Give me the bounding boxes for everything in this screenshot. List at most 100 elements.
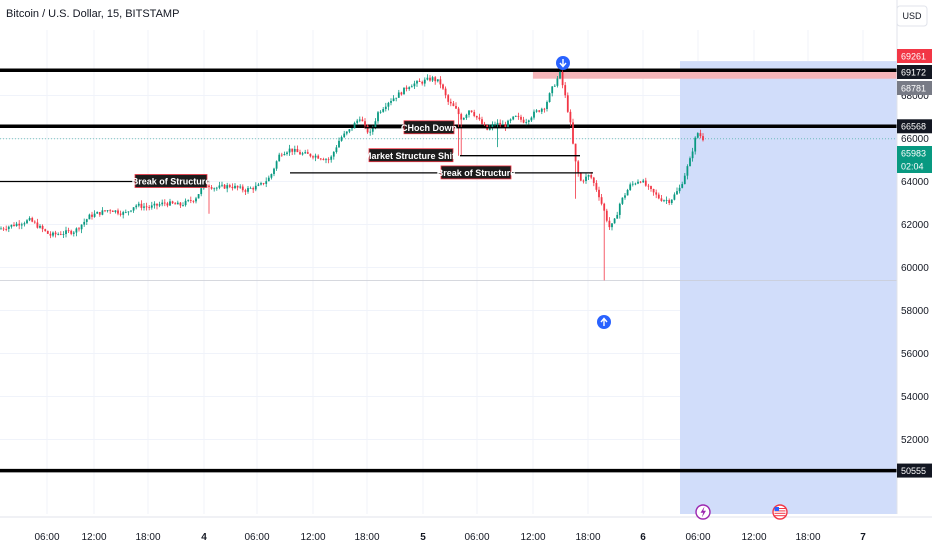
candle	[509, 118, 512, 124]
candle	[361, 116, 364, 122]
price-label-0[interactable]: 69261	[897, 49, 932, 63]
signals[interactable]	[556, 56, 611, 329]
candle	[109, 209, 112, 214]
event-icons[interactable]	[695, 504, 788, 520]
candle	[499, 119, 502, 128]
candle	[260, 181, 262, 186]
candle	[78, 227, 80, 232]
candle	[288, 144, 291, 156]
candle	[647, 183, 650, 190]
price-axis[interactable]: 52000 54000 56000 58000 60000 62000 64000 66000…	[896, 0, 932, 514]
candle	[353, 121, 356, 129]
candle	[483, 121, 486, 127]
price-label-1[interactable]: 69172	[897, 65, 932, 79]
annotations[interactable]: Break of Structure CHoch Down Market Struc…	[0, 120, 593, 188]
candle	[72, 230, 75, 237]
x-tick-12: 06:00	[685, 532, 710, 543]
price-label-3[interactable]: 66568	[897, 119, 932, 134]
candle	[83, 218, 86, 227]
price-label-2[interactable]: 68781	[897, 81, 932, 95]
candle	[332, 151, 335, 160]
candle	[366, 124, 369, 134]
candle	[592, 176, 595, 187]
candle	[101, 207, 104, 216]
candle	[611, 223, 613, 231]
candle	[530, 116, 533, 123]
candle	[501, 120, 504, 126]
candle	[504, 121, 507, 131]
x-tick-3: 4	[201, 532, 207, 543]
candle	[104, 210, 106, 213]
candle	[691, 147, 694, 162]
candle	[187, 199, 190, 203]
candle	[124, 209, 127, 214]
candle	[44, 228, 47, 232]
candle	[408, 86, 411, 91]
candle	[699, 129, 702, 139]
candle	[377, 110, 379, 124]
candle	[603, 202, 606, 281]
candle	[452, 101, 455, 107]
candle	[379, 110, 382, 114]
price-label-4[interactable]: 65983	[897, 146, 932, 160]
price-label-5[interactable]: 02:04	[897, 159, 932, 173]
price-label-6[interactable]: 50555	[897, 463, 932, 478]
y-tick-6: 64000	[901, 177, 929, 188]
price-label-text-3: 66568	[901, 122, 926, 132]
candle	[275, 160, 278, 171]
candle	[10, 224, 13, 229]
annotation-0[interactable]: Break of Structure	[0, 174, 210, 188]
annotation-2[interactable]: Market Structure Shift	[364, 148, 580, 163]
candle	[41, 224, 44, 233]
candle	[122, 210, 125, 219]
candle	[18, 220, 21, 230]
price-label-text-6: 50555	[901, 466, 926, 476]
candle	[7, 225, 10, 233]
candle	[218, 181, 221, 190]
us-flag-icon[interactable]	[772, 504, 788, 520]
candle	[395, 97, 398, 102]
candle	[582, 179, 585, 184]
candle	[317, 154, 320, 159]
candle	[91, 211, 93, 220]
annotation-label-1: CHoch Down	[401, 123, 457, 133]
candle	[96, 211, 99, 214]
candle	[473, 109, 476, 118]
candle	[400, 91, 403, 96]
signal-arrow-down-icon[interactable]	[556, 56, 570, 70]
candle	[683, 173, 686, 185]
candle	[127, 211, 130, 216]
candle	[598, 186, 600, 201]
candle	[569, 109, 572, 127]
time-axis[interactable]: 06:00 12:00 18:00 4 06:00 12:00 18:00 5 06:00 12:…	[0, 514, 932, 550]
signal-arrow-up-icon[interactable]	[597, 315, 611, 329]
candle	[304, 149, 307, 154]
candle	[423, 77, 426, 87]
annotation-3[interactable]: Break of Structure	[290, 165, 593, 180]
candle	[585, 173, 587, 184]
candle	[278, 152, 281, 162]
candle	[689, 156, 691, 167]
candle	[652, 188, 655, 196]
candle	[39, 224, 41, 229]
candle	[192, 200, 195, 204]
candle	[655, 189, 658, 199]
lightning-icon[interactable]	[695, 504, 711, 520]
currency-button[interactable]	[896, 5, 928, 27]
annotation-1[interactable]: CHoch Down	[365, 120, 570, 135]
candle	[132, 207, 135, 213]
candle	[148, 205, 151, 211]
candle	[296, 145, 299, 153]
candle	[210, 185, 213, 190]
candle	[309, 153, 312, 158]
candle	[85, 218, 88, 225]
candle	[52, 231, 54, 238]
candle	[254, 182, 257, 192]
candle	[179, 201, 182, 209]
candle	[665, 196, 668, 205]
candle	[540, 107, 543, 115]
y-tick-0: 52000	[901, 435, 929, 446]
candle	[75, 227, 78, 237]
